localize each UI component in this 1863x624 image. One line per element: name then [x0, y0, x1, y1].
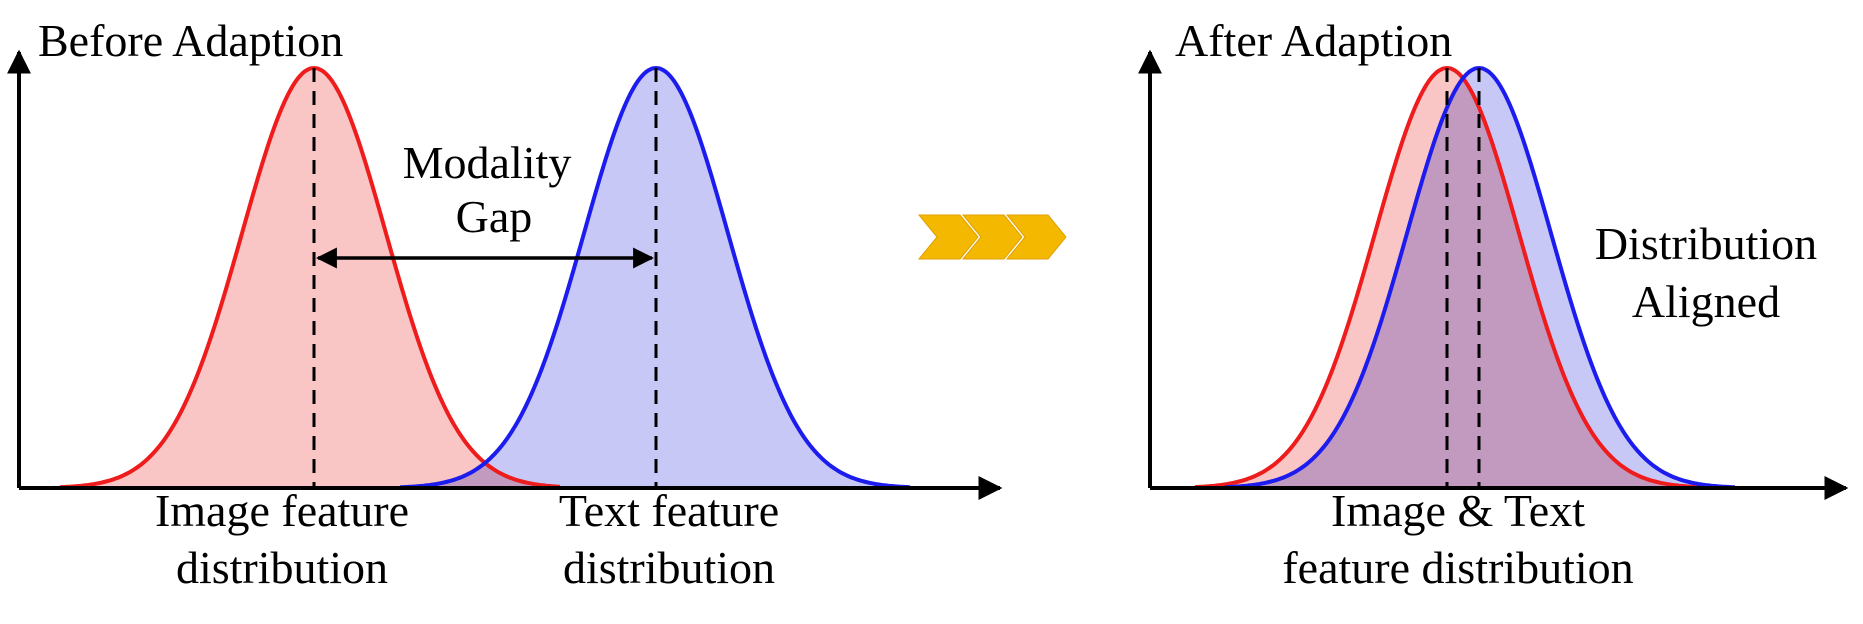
modality-gap-label-line1: Modality — [403, 137, 572, 188]
text-distribution-label-line2: distribution — [563, 542, 775, 593]
chevron-arrows-icon — [917, 214, 1067, 260]
image-distribution-label-line1: Image feature — [155, 485, 409, 536]
combined-distribution-label-line1: Image & Text — [1331, 485, 1585, 536]
text-distribution-label-line1: Text feature — [559, 485, 779, 536]
combined-distribution-label-line2: feature distribution — [1282, 542, 1633, 593]
image-distribution-curve — [59, 65, 561, 490]
distribution-aligned-label-line1: Distribution — [1595, 218, 1817, 269]
distribution-aligned-label-line2: Aligned — [1632, 276, 1780, 327]
right-panel: After Adaption Distribution Aligned Imag… — [1138, 15, 1849, 593]
image-distribution-label-line2: distribution — [176, 542, 388, 593]
before-adaption-title: Before Adaption — [38, 15, 343, 66]
modality-gap-label-line2: Gap — [456, 191, 533, 242]
left-panel: Before Adaption Modality Gap Image featu… — [6, 15, 1003, 593]
after-adaption-title: After Adaption — [1175, 15, 1452, 66]
image-distribution-fill — [60, 68, 560, 488]
